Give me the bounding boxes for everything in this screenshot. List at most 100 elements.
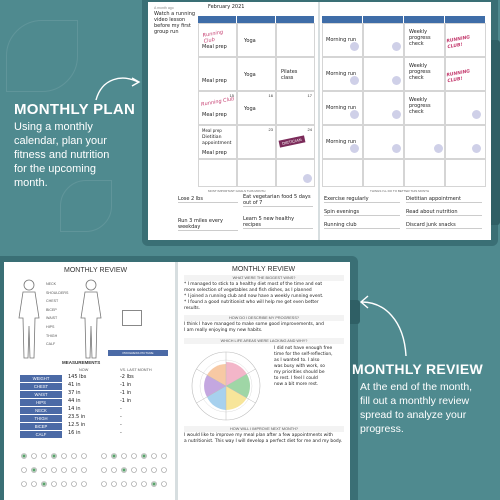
calendar-cell[interactable]: Weekly progress check — [404, 23, 445, 57]
calendar-cell[interactable] — [445, 159, 486, 187]
calendar-cell[interactable]: Morning run — [322, 57, 363, 91]
weekday-header — [198, 16, 236, 23]
calendar-cell[interactable] — [445, 91, 486, 125]
calendar-cell[interactable] — [237, 159, 276, 187]
habit-tracker — [21, 453, 167, 487]
row-label: WAIST — [20, 390, 62, 398]
goal-item: Eat vegetarian food 5 days out of 7 — [243, 194, 313, 207]
calendar-cell[interactable]: Pilates class — [276, 57, 315, 91]
entry: Running Club — [200, 96, 235, 108]
calendar-cell[interactable]: Running Club Meal prep — [198, 23, 237, 57]
body-label: CALF — [46, 342, 56, 347]
progress-line: I think I have managed to make some good… — [184, 322, 324, 327]
empty-dot — [392, 42, 401, 51]
background-leaf-decoration — [6, 20, 78, 92]
body-label: HIPS — [46, 324, 55, 329]
progress-line: I am really enjoying my new habits. — [184, 328, 263, 333]
goals-caption: MOST IMPORTANT GOALS THIS MONTH — [208, 189, 266, 193]
calendar-cell[interactable] — [404, 159, 445, 187]
calendar-cell[interactable] — [363, 23, 404, 57]
empty-dot — [472, 110, 481, 119]
calendar-cell[interactable] — [363, 159, 404, 187]
progress-question: HOW DO I DESCRIBE MY PROGRESS? — [184, 315, 344, 321]
weekday-header — [322, 16, 362, 23]
calendar-cell[interactable] — [276, 23, 315, 57]
improve-line: a nutritionist. This way I will develop … — [184, 439, 343, 444]
calendar-cell[interactable] — [363, 57, 404, 91]
calendar-cell[interactable] — [404, 125, 445, 159]
calendar-cell[interactable] — [276, 159, 315, 187]
body-label: WAIST — [46, 316, 58, 321]
entry: Meal prep — [202, 128, 222, 133]
dietician-coupon-sticker: DIETICIAN — [278, 135, 306, 148]
body-label: SHOULDERS — [46, 290, 69, 295]
calendar-cell[interactable] — [363, 125, 404, 159]
calendar-cell[interactable] — [363, 91, 404, 125]
calendar-cell[interactable]: Yoga — [237, 57, 276, 91]
monthly-plan-spread: A month ago Watch a running video lesson… — [142, 0, 500, 250]
goals-caption: THINGS I'LL DO TO BETTER THIS MONTH — [370, 189, 430, 193]
curved-arrow-icon — [359, 295, 407, 357]
calendar-cell[interactable]: 15 Running Club Meal prep — [198, 91, 237, 125]
date-number: 17 — [307, 93, 312, 98]
monthly-plan-text: month. — [14, 177, 48, 189]
spine — [318, 2, 321, 240]
calendar-cell[interactable]: Morning run — [322, 91, 363, 125]
calendar-cell[interactable]: RUNNING CLUB! — [445, 57, 486, 91]
monthly-review-text: spread to analyze your — [360, 409, 467, 421]
goal-item: Learn 5 new healthy recipes — [243, 216, 313, 229]
empty-dot — [434, 144, 443, 153]
monthly-plan-text: calendar, plan your — [14, 135, 107, 147]
date-number: 23 — [268, 127, 273, 132]
calendar-cell[interactable]: RUNNING CLUB! — [445, 23, 486, 57]
row-label: NECK — [20, 406, 62, 414]
body-labels: NECK SHOULDERS CHEST BICEP WAIST HIPS TH… — [46, 280, 68, 349]
entry: Morning run — [326, 71, 357, 77]
goal-item: Run 3 miles every weekday — [178, 218, 238, 231]
note-line: group run — [154, 29, 179, 36]
calendar-cell[interactable]: 17 — [276, 91, 315, 125]
wins-line: * I found a good nutritionist who will h… — [184, 300, 319, 305]
lacking-line: time for the self-reflection, — [274, 352, 333, 357]
calendar-cell[interactable] — [198, 159, 237, 187]
calendar-cell[interactable]: Meal prep Dietitian appointment Meal pre… — [198, 125, 237, 159]
wins-line: * I managed to stick to a healthy diet m… — [184, 282, 323, 287]
row-now: 16 in — [68, 430, 81, 436]
wins-line: more selection of vegetables and fish di… — [184, 288, 312, 293]
calendar-cell[interactable]: 24 DIETICIAN — [276, 125, 315, 159]
progress-picture-box[interactable] — [122, 310, 142, 326]
entry: Morning run — [326, 139, 357, 145]
row-last: -1 in — [120, 398, 132, 404]
lacking-line: my priorities should be — [274, 370, 325, 375]
calendar-cell[interactable] — [322, 159, 363, 187]
lacking-question: WHICH LIFE AREAS WERE LACKING AND WHY? — [184, 338, 344, 344]
weekday-header — [445, 16, 485, 23]
wins-line: * I joined a running club and now have a… — [184, 294, 324, 299]
weekday-header — [363, 16, 403, 23]
date-number: 16 — [268, 93, 273, 98]
weekday-header — [276, 16, 314, 23]
calendar-cell[interactable]: Yoga — [237, 23, 276, 57]
calendar-cell[interactable]: Morning run — [322, 23, 363, 57]
calendar-cell[interactable]: 16 Yoga — [237, 91, 276, 125]
calendar-cell[interactable] — [445, 125, 486, 159]
calendar-cell[interactable]: Weekly progress check — [404, 57, 445, 91]
table-row: WAIST 37 in -1 in — [20, 390, 165, 398]
calendar-cell[interactable]: Weekly progress check — [404, 91, 445, 125]
goal-item: Discard junk snacks — [406, 222, 482, 229]
date-number: 15 — [229, 93, 234, 98]
calendar-cell[interactable]: Morning run — [322, 125, 363, 159]
row-now: 12.5 in — [68, 422, 86, 428]
row-last: - — [120, 406, 122, 412]
body-label: THIGH — [46, 333, 58, 338]
entry: Weekly progress check — [409, 29, 431, 47]
lacking-line: was busy with work, so — [274, 364, 325, 369]
calendar-cell[interactable]: 23 — [237, 125, 276, 159]
calendar-cell[interactable]: Meal prep — [198, 57, 237, 91]
note-line: before my first — [154, 23, 191, 30]
col-last-header: VS. LAST MONTH — [120, 368, 152, 372]
entry: Running Club — [202, 29, 224, 45]
weekday-header — [404, 16, 444, 23]
running-club-sticker: RUNNING CLUB! — [446, 35, 471, 51]
goal-item: Dietitian appointment — [406, 196, 482, 203]
